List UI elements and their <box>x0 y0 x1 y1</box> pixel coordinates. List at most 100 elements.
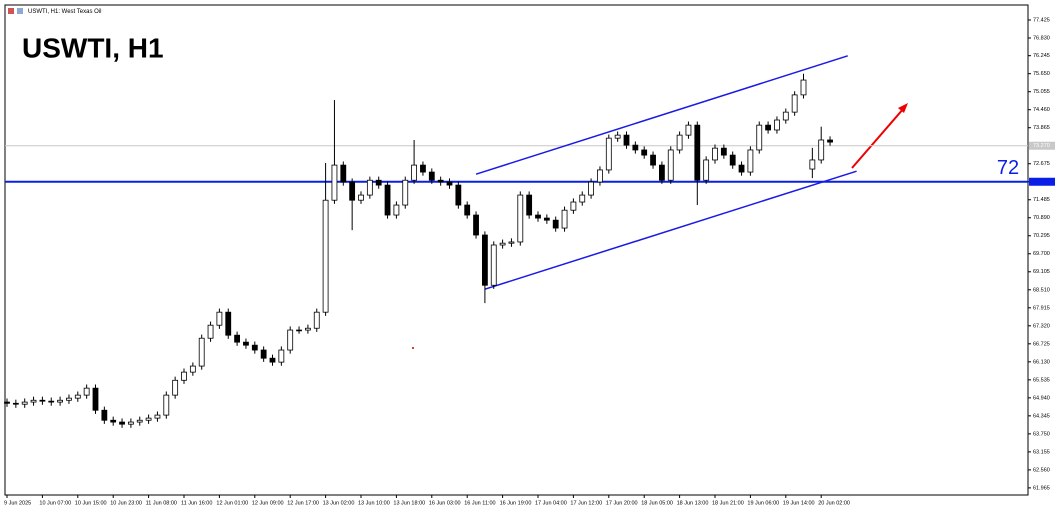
y-tick-label: 75.055 <box>1033 89 1050 95</box>
candle-body <box>145 417 152 421</box>
candle-body <box>39 399 46 402</box>
candle-body <box>473 214 479 236</box>
candle-body <box>597 169 603 183</box>
candle-body <box>667 149 674 181</box>
candle-body <box>570 201 577 211</box>
candle-body <box>543 217 550 221</box>
candle-body <box>207 324 214 339</box>
candle-body <box>809 159 816 170</box>
x-tick-label: 19 Jun 06:00 <box>747 500 779 506</box>
candle-body <box>278 349 285 363</box>
candle-body <box>154 414 161 419</box>
candle-body <box>322 199 329 313</box>
candle-body <box>101 409 108 421</box>
x-tick-label: 17 Jun 20:00 <box>606 500 638 506</box>
y-tick-label: 75.650 <box>1033 71 1050 77</box>
y-tick-label: 64.940 <box>1033 395 1050 401</box>
y-tick-label: 71.485 <box>1033 197 1050 203</box>
candle-body <box>455 184 462 206</box>
candle-body <box>110 419 117 423</box>
candle-body <box>720 147 727 156</box>
x-tick-label: 13 Jun 18:00 <box>393 500 425 506</box>
candle-body <box>818 139 825 161</box>
candle-body <box>304 327 311 331</box>
candle-body <box>30 399 37 403</box>
x-tick-label: 11 Jun 16:00 <box>181 500 212 506</box>
candle-body <box>83 387 90 396</box>
candle-body <box>738 164 745 173</box>
candle-body <box>296 329 302 332</box>
candle-body <box>48 400 55 403</box>
candle-body <box>260 349 267 359</box>
candle-body <box>526 194 533 216</box>
y-tick-label: 74.460 <box>1033 107 1050 113</box>
x-tick-label: 10 Jun 15:00 <box>75 500 107 506</box>
candle-body <box>225 311 232 336</box>
candle-body <box>579 194 586 203</box>
x-tick-label: 20 Jun 02:00 <box>818 500 850 506</box>
candle-body <box>366 179 373 196</box>
candle-body <box>21 401 28 405</box>
channel-line <box>484 170 857 290</box>
y-tick-label: 69.105 <box>1033 269 1050 275</box>
y-tick-label: 67.915 <box>1033 305 1050 311</box>
x-tick-label: 19 Jun 14:00 <box>783 500 815 506</box>
y-tick-label: 77.425 <box>1033 17 1050 23</box>
candle-body <box>384 184 391 216</box>
candle-body <box>393 204 400 216</box>
candle-body <box>499 242 506 246</box>
candle-body <box>181 371 187 381</box>
candle-body <box>641 149 648 156</box>
candle-body <box>561 209 568 229</box>
x-tick-label: 13 Jun 10:00 <box>358 500 390 506</box>
candle-body <box>331 164 338 201</box>
candle-body <box>163 394 170 416</box>
candle-body <box>729 154 736 166</box>
candle-body <box>676 134 683 151</box>
chart-header: USWTI, H1: West Texas Oil <box>28 9 101 15</box>
x-tick-label: 12 Jun 17:00 <box>287 500 319 506</box>
candle-body <box>490 244 497 286</box>
level-label: 72 <box>997 157 1019 179</box>
candle-body <box>481 234 488 286</box>
candle-body <box>402 179 409 206</box>
candle-body <box>756 124 763 151</box>
x-tick-label: 10 Jun 07:00 <box>39 500 71 506</box>
y-tick-label: 66.725 <box>1033 341 1050 347</box>
current-price-label: 73.270 <box>1033 143 1050 149</box>
candle-body <box>119 421 125 425</box>
candle-body <box>74 394 81 399</box>
x-tick-label: 18 Jun 21:00 <box>712 500 744 506</box>
candle-body <box>375 179 382 186</box>
candle-body <box>287 329 294 351</box>
candle-body <box>827 139 833 143</box>
candle-body <box>774 119 780 131</box>
candle-body <box>650 154 656 166</box>
candle-body <box>517 194 524 243</box>
candle-body <box>614 134 621 139</box>
x-tick-label: 10 Jun 23:00 <box>110 500 142 506</box>
candle-body <box>313 311 320 329</box>
candle-body <box>136 419 143 423</box>
y-tick-label: 65.535 <box>1033 377 1050 383</box>
y-tick-label: 66.130 <box>1033 359 1050 365</box>
candle-body <box>535 214 541 219</box>
y-tick-label: 73.865 <box>1033 125 1050 131</box>
chart-title: USWTI, H1 <box>22 32 164 63</box>
candle-body <box>4 401 10 404</box>
y-tick-label: 72.675 <box>1033 161 1050 167</box>
candle-body <box>198 337 205 367</box>
candle-body <box>747 149 754 173</box>
flag-icon <box>8 8 14 14</box>
candle-body <box>92 387 99 411</box>
candle-body <box>12 402 19 405</box>
arrow-line <box>851 107 905 169</box>
dot <box>412 347 414 349</box>
candle-body <box>552 219 559 229</box>
candle-body <box>765 124 771 131</box>
y-tick-label: 69.700 <box>1033 251 1050 257</box>
candle-body <box>411 164 418 181</box>
candle-body <box>234 334 241 343</box>
x-tick-label: 16 Jun 03:00 <box>429 500 461 506</box>
arrow-head <box>898 103 908 113</box>
